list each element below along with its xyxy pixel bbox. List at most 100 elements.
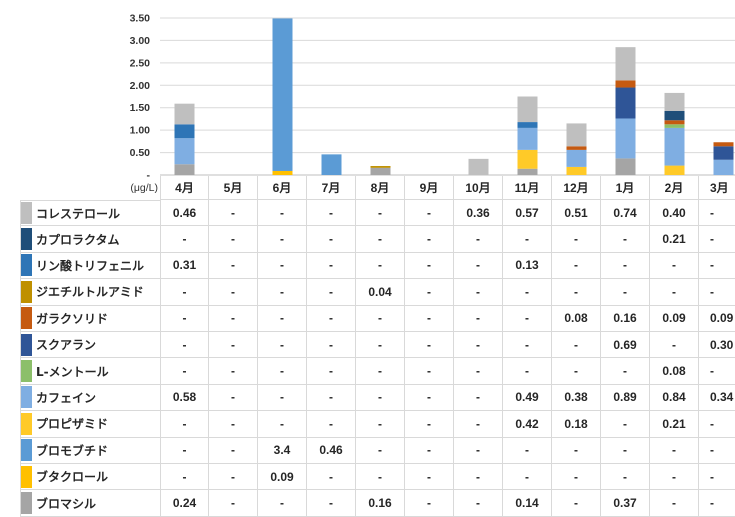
table-cell: -: [258, 226, 307, 253]
category-header: 4月: [160, 176, 209, 200]
series-label: プロピザミド: [36, 417, 109, 432]
table-cell: -: [356, 305, 405, 332]
category-header: 12月: [552, 176, 601, 200]
table-cell: 0.58: [160, 384, 209, 412]
table-cell: -: [699, 226, 735, 253]
table-cell: 0.31: [160, 252, 209, 280]
table-cell: 3.4: [258, 437, 307, 464]
table-cell: -: [209, 358, 258, 385]
series-label: カフェイン: [36, 390, 97, 405]
table-cell: -: [258, 411, 307, 438]
table-cell: 0.46: [160, 200, 209, 227]
legend-swatch: [21, 202, 32, 225]
table-cell: -: [699, 490, 735, 517]
table-cell: -: [650, 332, 699, 359]
table-cell: -: [552, 437, 601, 464]
table-cell: -: [405, 384, 454, 412]
legend-row: プロピザミド: [20, 411, 160, 438]
y-axis-labels: 3.50 3.00 2.50 2.00 1.50 1.00 0.50 -: [130, 13, 151, 178]
table-cell: -: [601, 464, 650, 491]
gridlines: [160, 17, 735, 176]
table-cell: -: [552, 252, 601, 280]
y-tick-label: 3.00: [130, 35, 151, 47]
bar-segment: [566, 166, 587, 175]
y-tick-label: -: [147, 170, 151, 178]
table-cell: -: [356, 358, 405, 385]
table-cell: -: [307, 226, 356, 253]
table-cell: -: [552, 279, 601, 306]
legend-swatch: [21, 307, 32, 330]
table-cell: 0.89: [601, 384, 650, 412]
bar-segment: [664, 124, 685, 128]
table-cell: -: [503, 226, 552, 253]
table-cell: -: [405, 411, 454, 438]
table-cell: 0.46: [307, 437, 356, 464]
table-cell: -: [356, 200, 405, 227]
bar-segment: [664, 92, 685, 111]
bar-segment: [174, 164, 195, 175]
category-header: 3月: [699, 176, 735, 200]
y-tick-label: 0.50: [130, 147, 151, 159]
table-cell: -: [552, 490, 601, 517]
table-cell: -: [405, 200, 454, 227]
table-cell: -: [209, 411, 258, 438]
bar-segment: [370, 166, 391, 168]
table-cell: -: [356, 252, 405, 280]
bar-segment: [370, 167, 391, 175]
table-cell: -: [454, 332, 503, 359]
table-cell: 0.51: [552, 200, 601, 227]
table-cell: -: [356, 411, 405, 438]
legend-row: ブロマシル: [20, 490, 160, 517]
table-cell: -: [650, 279, 699, 306]
legend-row: リン酸トリフェニル: [20, 252, 160, 280]
category-header: 11月: [503, 176, 552, 200]
bar-segment: [517, 122, 538, 128]
y-tick-label: 2.50: [130, 57, 151, 69]
bar-segment: [517, 149, 538, 169]
bar-segment: [713, 142, 734, 147]
table-cell: -: [160, 332, 209, 359]
table-cell: -: [209, 464, 258, 491]
table-cell: -: [307, 200, 356, 227]
table-cell: -: [454, 384, 503, 412]
table-cell: -: [160, 226, 209, 253]
table-cell: 0.84: [650, 384, 699, 412]
table-cell: -: [650, 437, 699, 464]
table-cell: -: [552, 358, 601, 385]
table-cell: 0.69: [601, 332, 650, 359]
table-cell: -: [405, 226, 454, 253]
legend-row: スクアラン: [20, 332, 160, 359]
table-cell: -: [601, 358, 650, 385]
table-cell: -: [454, 464, 503, 491]
table-cell: 0.18: [552, 411, 601, 438]
bar-segment: [566, 123, 587, 147]
table-cell: -: [356, 464, 405, 491]
bar-segment: [517, 168, 538, 175]
table-cell: -: [160, 279, 209, 306]
table-cell: -: [307, 252, 356, 280]
table-cell: -: [209, 252, 258, 280]
table-cell: 0.04: [356, 279, 405, 306]
table-cell: 0.09: [699, 306, 735, 332]
table-cell: -: [209, 437, 258, 464]
table-cell: -: [307, 490, 356, 517]
series-label: L-メントール: [36, 364, 109, 379]
table-cell: -: [258, 200, 307, 227]
bar-segment: [321, 154, 342, 175]
y-tick-label: 2.00: [130, 80, 151, 92]
table-cell: -: [454, 358, 503, 385]
table-cell: 0.16: [356, 490, 405, 517]
table-cell: -: [258, 279, 307, 306]
table-cell: -: [160, 464, 209, 491]
table-cell: 0.13: [503, 252, 552, 280]
table-cell: -: [601, 279, 650, 306]
table-cell: -: [699, 253, 735, 280]
legend-row: ブタクロール: [20, 464, 160, 491]
table-cell: -: [209, 305, 258, 332]
legend-row: ブロモブチド: [20, 437, 160, 464]
legend-row: ジエチルトルアミド: [20, 279, 160, 306]
table-cell: -: [503, 332, 552, 359]
table-cell: -: [699, 411, 735, 438]
bar-segment: [664, 165, 685, 175]
legend-swatch: [21, 439, 32, 462]
